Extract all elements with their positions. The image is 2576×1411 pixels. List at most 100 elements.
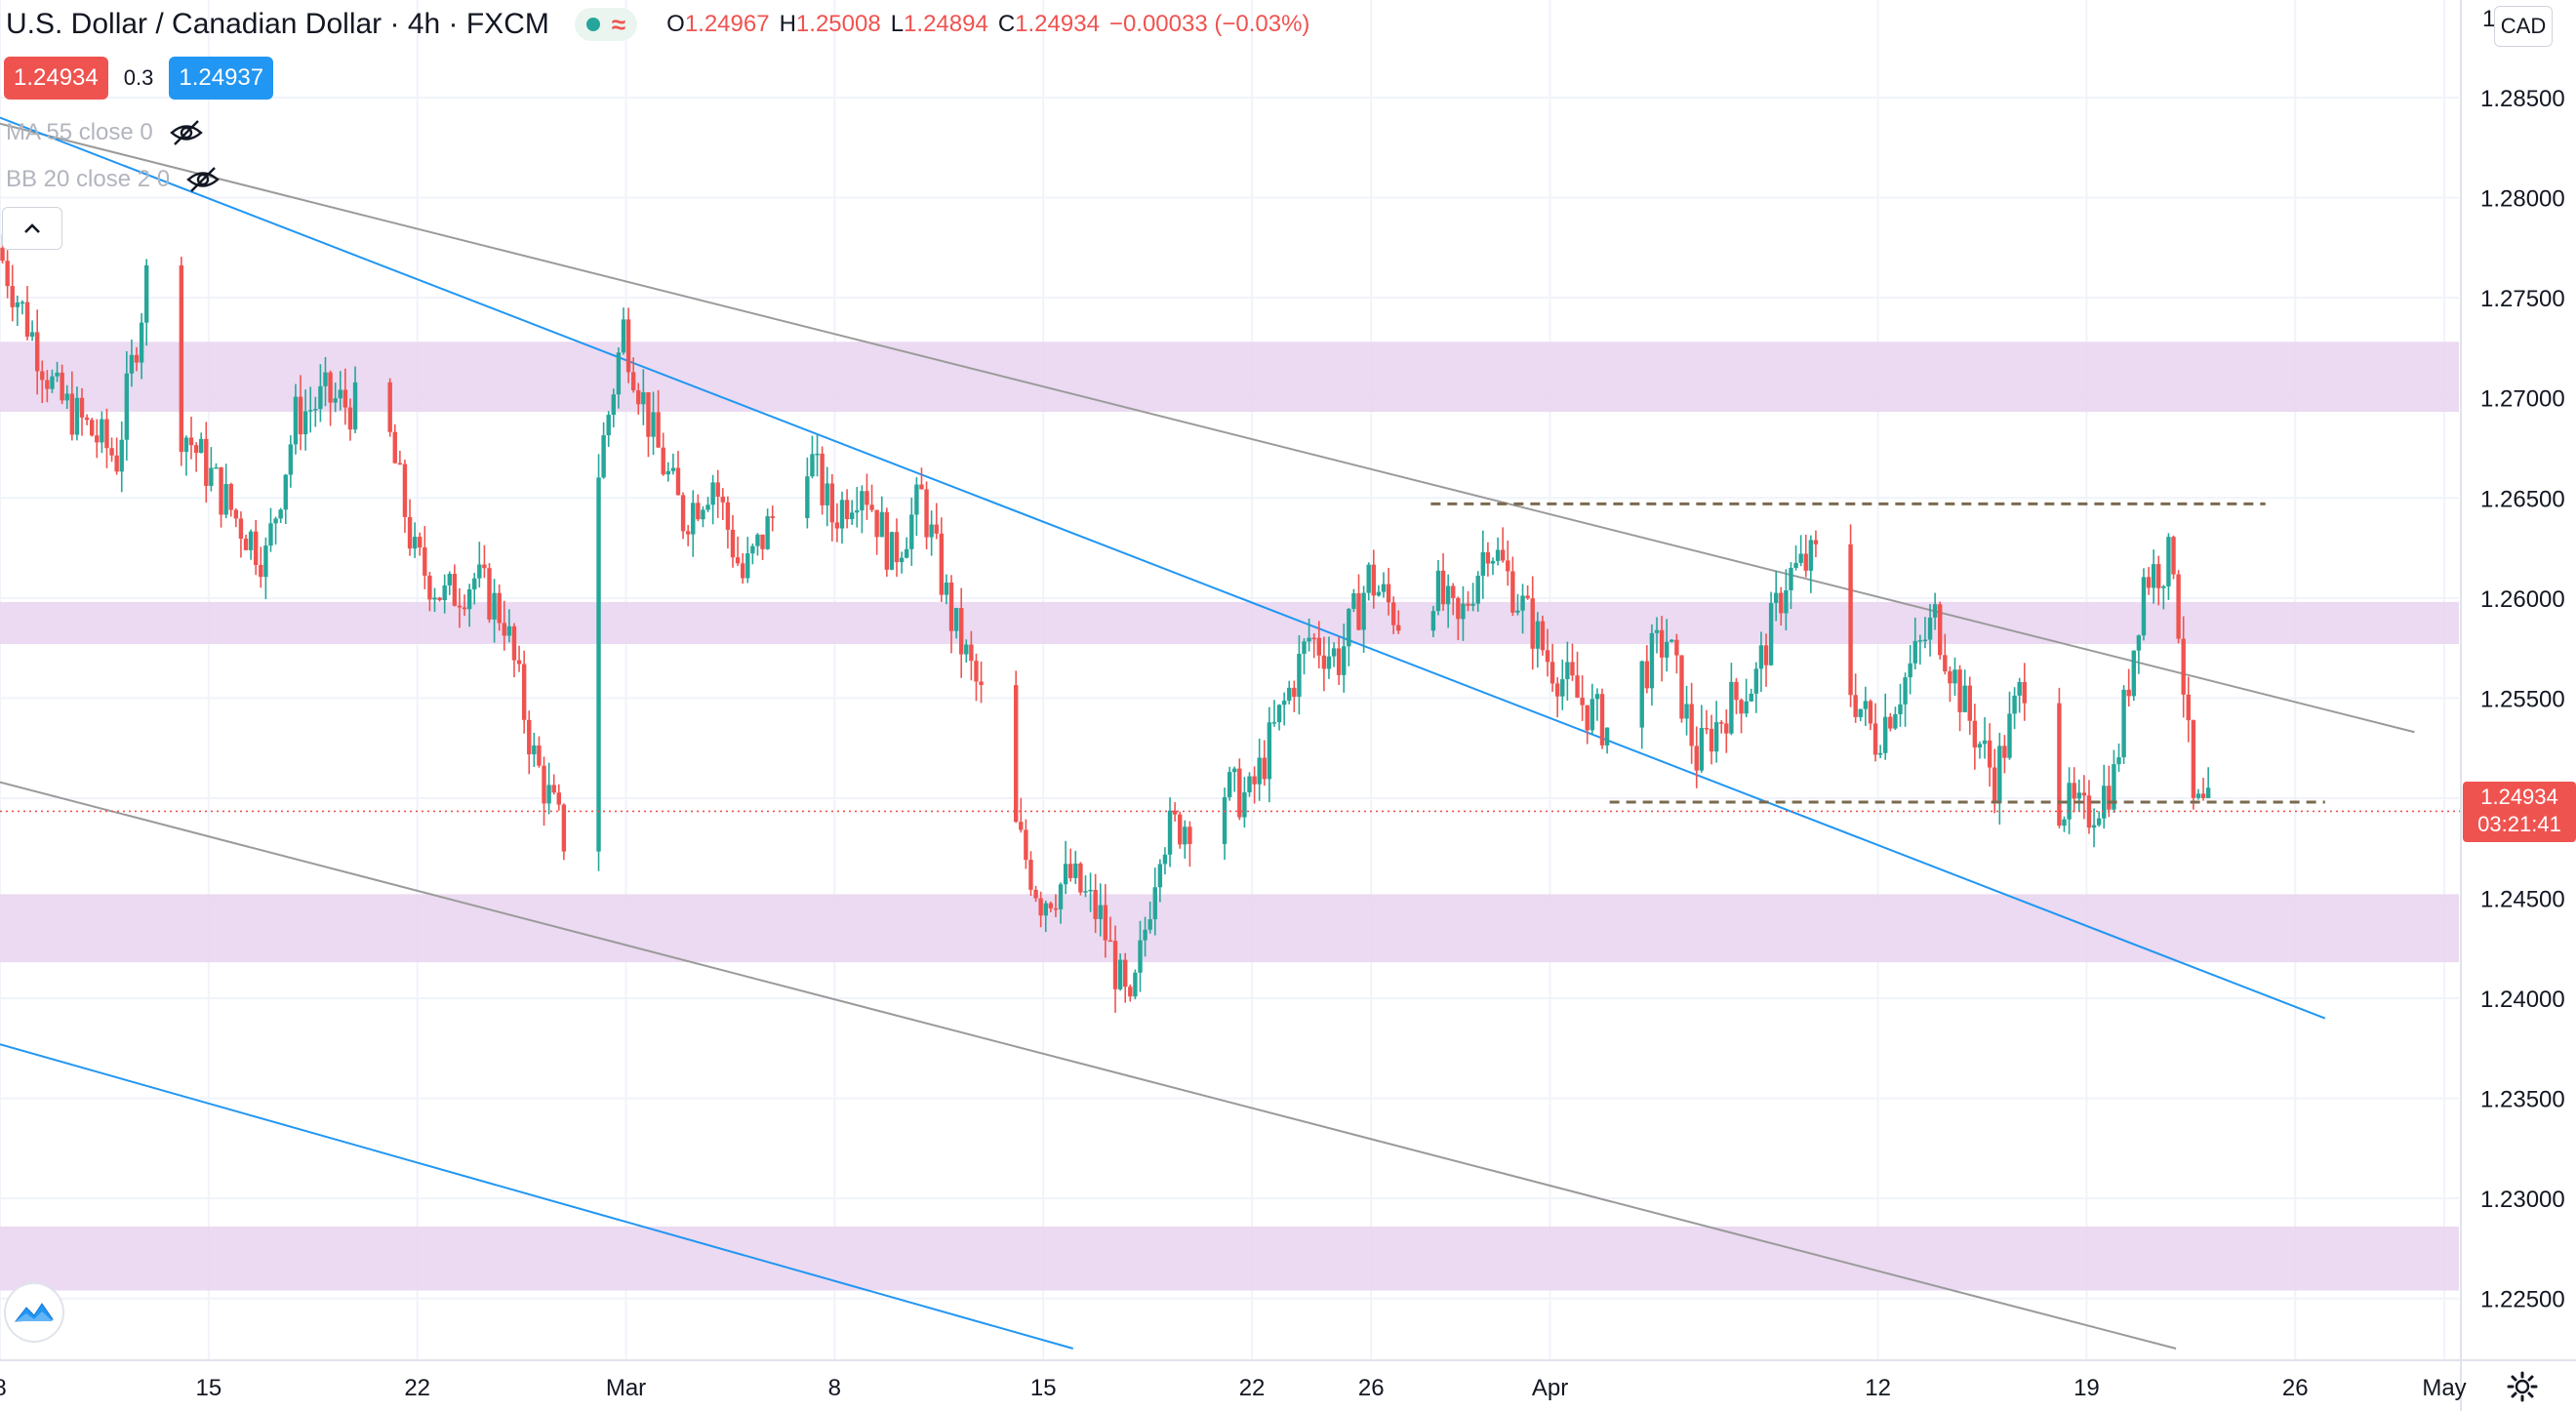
price-tick-label: 1.28500 (2480, 86, 2565, 112)
candle-body (1093, 889, 1098, 919)
candle-body (2067, 783, 2072, 820)
candle-body (934, 524, 939, 534)
high-key: H (779, 11, 796, 37)
candle-body (1932, 604, 1938, 618)
price-axis[interactable]: 1.225001.230001.235001.240001.245001.250… (2460, 0, 2565, 1411)
candle-body (904, 548, 909, 558)
candle-body (874, 509, 879, 538)
low-value: 1.24894 (904, 11, 988, 37)
symbol-title[interactable]: U.S. Dollar / Canadian Dollar · 4h · FXC… (6, 8, 549, 40)
candle-body (815, 453, 820, 456)
candle-body (1048, 903, 1054, 908)
candle-body (944, 582, 949, 595)
high-value: 1.25008 (795, 11, 881, 37)
market-status-pill[interactable]: ≈ (574, 8, 638, 41)
candle-body (0, 247, 5, 262)
candle-body (188, 437, 194, 446)
candle-body (1664, 641, 1670, 658)
indicator-ma[interactable]: MA 55 close 0 (6, 118, 204, 147)
candle-body (89, 420, 95, 436)
candle-body (1053, 907, 1059, 910)
candle-body (745, 553, 750, 579)
candle-body (2102, 786, 2107, 819)
candle-body (1445, 585, 1451, 605)
candle-body (506, 625, 512, 636)
candle-body (1679, 655, 1684, 719)
candle-body (2091, 825, 2097, 828)
candle-body (228, 484, 233, 510)
candle-body (1917, 640, 1923, 642)
candle-body (1351, 593, 1356, 609)
candle-body (1336, 648, 1342, 675)
collapse-legend-button[interactable] (2, 207, 62, 250)
candle-body (466, 588, 472, 610)
time-tick-label: 12 (1865, 1375, 1891, 1401)
wave-icon: ≈ (611, 10, 626, 39)
candle-body (2151, 564, 2156, 588)
candle-body (1361, 592, 1366, 630)
candle-body (1594, 694, 1600, 700)
buy-button[interactable]: 1.24937 (169, 57, 274, 100)
candle-body (2191, 720, 2196, 798)
time-tick-label: 22 (1239, 1375, 1266, 1401)
sell-button[interactable]: 1.24934 (4, 57, 108, 100)
candle-body (1898, 704, 1903, 714)
candle-body (119, 439, 124, 472)
indicator-ma-label: MA 55 close 0 (6, 119, 153, 145)
candle-body (183, 437, 189, 453)
candle-body (1307, 637, 1311, 642)
eye-hidden-icon[interactable] (185, 165, 221, 194)
candle-body (1247, 776, 1252, 793)
candle-body (263, 545, 268, 578)
eye-hidden-icon[interactable] (169, 118, 204, 147)
candle-body (268, 523, 273, 546)
candle-body (462, 607, 467, 610)
candle-body (333, 398, 338, 403)
candle-body (680, 495, 686, 532)
candle-body (347, 407, 353, 430)
time-tick-label: Mar (606, 1375, 646, 1401)
candle-body (2136, 635, 2142, 651)
candle-body (1868, 701, 1873, 724)
candle-body (2171, 537, 2176, 575)
candle-body (2131, 650, 2136, 697)
trendline (0, 781, 2177, 1350)
candle-body (298, 396, 303, 435)
gear-icon[interactable] (2506, 1370, 2539, 1403)
zone-band (0, 894, 2459, 963)
candle-body (948, 582, 954, 631)
candle-body (1068, 864, 1073, 878)
candle-body (616, 352, 622, 395)
chart-header: U.S. Dollar / Canadian Dollar · 4h · FXC… (6, 8, 1309, 41)
candle-body (1485, 551, 1491, 564)
time-tick-label: 26 (2282, 1375, 2309, 1401)
candle-body (2076, 792, 2081, 799)
candle-body (342, 389, 348, 408)
candle-body (302, 411, 308, 435)
candle-body (2116, 757, 2121, 765)
candle-body (894, 532, 900, 563)
candle-body (1112, 941, 1118, 989)
candle-body (1853, 695, 1858, 717)
candle-body (844, 500, 850, 520)
candle-body (710, 482, 715, 505)
price-tick-label: 1.25500 (2480, 686, 2565, 712)
candle-body (1709, 728, 1714, 752)
currency-button[interactable]: CAD (2494, 6, 2553, 47)
candle-body (755, 534, 760, 546)
candle-body (1242, 792, 1247, 818)
tradingview-logo[interactable] (6, 1284, 62, 1341)
candle-body (1440, 570, 1446, 605)
candle-body (696, 503, 701, 520)
candle-body (259, 564, 263, 578)
price-tick-label: 1.27500 (2480, 286, 2565, 312)
time-axis[interactable]: 8 15 22 Mar 8 15 22 26 Apr 12 19 26 May (0, 1359, 2576, 1401)
candle-body (283, 474, 288, 510)
candle-body (705, 504, 710, 510)
indicator-bb[interactable]: BB 20 close 2 0 (6, 165, 221, 194)
candle-body (1758, 645, 1764, 669)
candle-body (1292, 687, 1297, 698)
time-tick-label: 26 (1358, 1375, 1385, 1401)
candle-body (1316, 637, 1321, 656)
